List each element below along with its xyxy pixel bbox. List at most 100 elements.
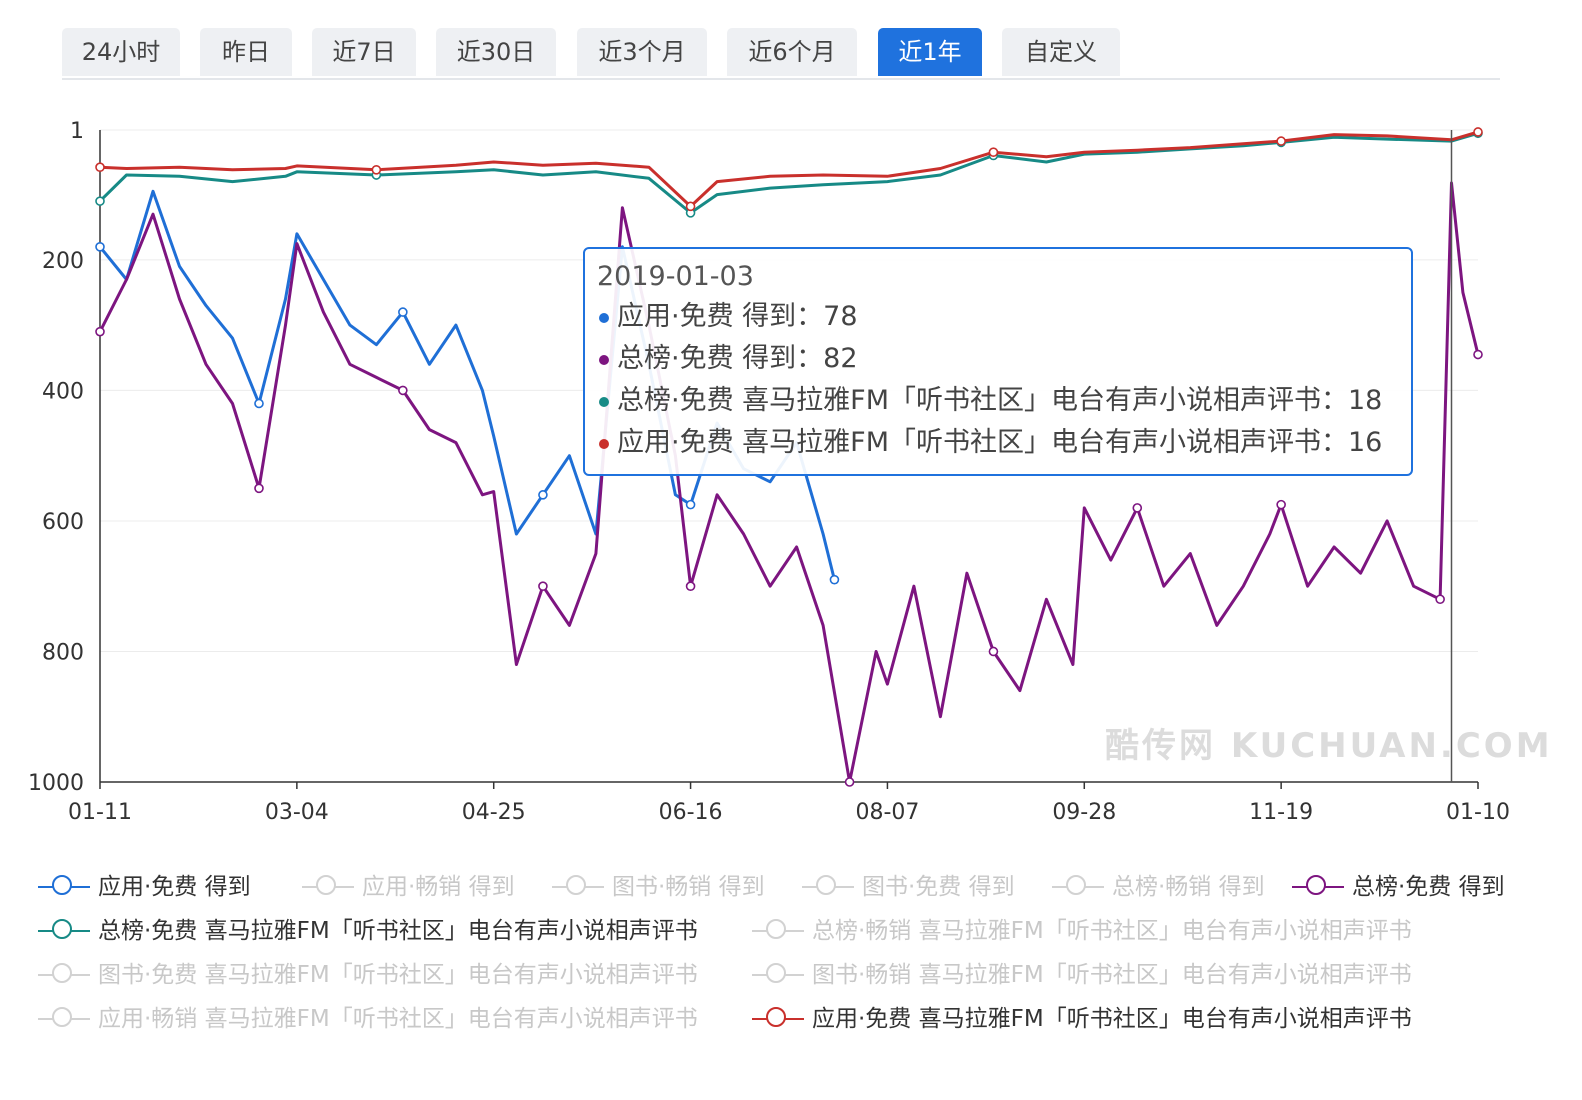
- y-tick-label: 1000: [28, 771, 84, 796]
- legend-label: 总榜·免费 喜马拉雅FM「听书社区」电台有声小说相声评书: [98, 918, 698, 944]
- x-tick-label: 08-07: [855, 800, 919, 825]
- legend-label: 图书·免费 喜马拉雅FM「听书社区」电台有声小说相声评书: [98, 962, 698, 988]
- series-point: [1276, 136, 1286, 146]
- legend-circle-icon: [1292, 870, 1344, 904]
- series-point: [1435, 594, 1445, 605]
- legend-label: 总榜·免费 得到: [1352, 874, 1505, 900]
- series-point: [1276, 499, 1286, 510]
- series-point: [538, 490, 548, 500]
- series-point: [685, 499, 696, 510]
- y-tick-label: 800: [42, 640, 84, 665]
- legend-label: 图书·畅销 喜马拉雅FM「听书社区」电台有声小说相声评书: [812, 962, 1412, 988]
- rank-trend-chart: 1 200 400 600 800 1000 01-11 03-04 04-25 06-16 08-…: [28, 119, 1510, 825]
- legend-circle-icon: [552, 870, 604, 904]
- time-range-tabs: 24小时 昨日 近7日 近30日 近3个月 近6个月 近1年 自定义: [62, 28, 1500, 80]
- tab-3[interactable]: 近30日: [436, 28, 556, 76]
- series-point: [685, 201, 696, 212]
- series-line-1: [98, 181, 1480, 784]
- watermark: 酷传网 KUCHUAN.COM: [1105, 726, 1553, 766]
- axes: 1 200 400 600 800 1000 01-11 03-04 04-25 06-16 08-…: [28, 119, 1510, 825]
- tab-6[interactable]: 近1年: [878, 28, 982, 76]
- tooltip-row-label: 应用·免费 得到：78: [617, 301, 858, 332]
- legend-label: 图书·免费 得到: [862, 874, 1015, 900]
- tab-2[interactable]: 近7日: [312, 28, 416, 76]
- x-tick-label: 04-25: [462, 800, 526, 825]
- legend-item[interactable]: 图书·畅销 喜马拉雅FM「听书社区」电台有声小说相声评书: [752, 958, 1412, 992]
- series-dot-icon: [599, 354, 609, 365]
- tab-7[interactable]: 自定义: [1002, 28, 1120, 76]
- x-tick-label: 03-04: [265, 800, 329, 825]
- tab-0[interactable]: 24小时: [62, 28, 180, 76]
- legend-circle-icon: [802, 870, 854, 904]
- legend-circle-icon: [38, 1002, 90, 1036]
- legend-circle-icon: [302, 870, 354, 904]
- tab-5[interactable]: 近6个月: [727, 28, 857, 76]
- tooltip-row-label: 总榜·免费 得到：82: [617, 343, 858, 374]
- series-line-3: [99, 130, 1479, 208]
- series-line-2: [98, 131, 1479, 215]
- series-point: [398, 307, 408, 317]
- legend-label: 应用·免费 喜马拉雅FM「听书社区」电台有声小说相声评书: [812, 1006, 1412, 1032]
- legend-item[interactable]: 应用·畅销 得到: [302, 870, 515, 904]
- x-tick-label: 01-10: [1446, 800, 1510, 825]
- series-point: [371, 165, 382, 175]
- series-point: [254, 483, 264, 494]
- legend-item[interactable]: 应用·免费 得到: [38, 870, 251, 904]
- legend-item[interactable]: 总榜·免费 喜马拉雅FM「听书社区」电台有声小说相声评书: [38, 914, 698, 948]
- x-tick-label: 01-11: [68, 800, 132, 825]
- legend-label: 应用·畅销 喜马拉雅FM「听书社区」电台有声小说相声评书: [98, 1006, 698, 1032]
- series-dot-icon: [599, 396, 609, 407]
- y-tick-label: 600: [42, 510, 84, 535]
- tooltip-row-label: 应用·免费 喜马拉雅FM「听书社区」电台有声小说相声评书：16: [617, 427, 1383, 458]
- legend-circle-icon: [752, 914, 804, 948]
- legend-circle-icon: [38, 958, 90, 992]
- x-tick-label: 11-19: [1249, 800, 1313, 825]
- legend-item[interactable]: 应用·畅销 喜马拉雅FM「听书社区」电台有声小说相声评书: [38, 1002, 698, 1036]
- series-point: [988, 646, 999, 657]
- series-point: [1473, 127, 1483, 137]
- series-point: [95, 326, 105, 337]
- series-point: [685, 581, 696, 592]
- x-tick-label: 06-16: [659, 800, 723, 825]
- series-point: [988, 147, 999, 157]
- legend-item[interactable]: 总榜·畅销 喜马拉雅FM「听书社区」电台有声小说相声评书: [752, 914, 1412, 948]
- series-point: [1132, 503, 1143, 513]
- legend-item[interactable]: 图书·免费 得到: [802, 870, 1015, 904]
- x-tick-label: 09-28: [1052, 800, 1116, 825]
- tab-4[interactable]: 近3个月: [577, 28, 707, 76]
- tooltip: 2019-01-03 应用·免费 得到：78 总榜·免费 得到：82 总榜·免费 喜…: [583, 247, 1413, 476]
- tooltip-row-label: 总榜·免费 喜马拉雅FM「听书社区」电台有声小说相声评书：18: [617, 385, 1383, 416]
- legend-label: 应用·畅销 得到: [362, 874, 515, 900]
- tooltip-row: 总榜·免费 得到：82: [597, 338, 1399, 380]
- y-tick-label: 1: [70, 119, 84, 144]
- series-point: [538, 581, 548, 592]
- legend-label: 总榜·畅销 喜马拉雅FM「听书社区」电台有声小说相声评书: [812, 918, 1412, 944]
- series-point: [95, 242, 105, 252]
- tooltip-row: 应用·免费 得到：78: [597, 296, 1399, 338]
- series-point: [844, 777, 855, 787]
- tooltip-date: 2019-01-03: [597, 261, 754, 292]
- series-dot-icon: [599, 312, 609, 323]
- legend-item[interactable]: 总榜·免费 得到: [1292, 870, 1505, 904]
- legend-item[interactable]: 应用·免费 喜马拉雅FM「听书社区」电台有声小说相声评书: [752, 1002, 1412, 1036]
- legend-circle-icon: [752, 958, 804, 992]
- legend-circle-icon: [752, 1002, 804, 1036]
- legend-label: 应用·免费 得到: [98, 874, 251, 900]
- tooltip-row: 应用·免费 喜马拉雅FM「听书社区」电台有声小说相声评书：16: [597, 422, 1399, 464]
- legend-label: 图书·畅销 得到: [612, 874, 765, 900]
- y-tick-label: 400: [42, 379, 84, 404]
- legend-circle-icon: [38, 914, 90, 948]
- series-point: [95, 162, 105, 173]
- series-point: [1473, 349, 1483, 360]
- legend-item[interactable]: 图书·免费 喜马拉雅FM「听书社区」电台有声小说相声评书: [38, 958, 698, 992]
- legend-item[interactable]: 总榜·畅销 得到: [1052, 870, 1265, 904]
- series-point: [829, 574, 840, 585]
- series-lines: [95, 127, 1483, 787]
- tab-1[interactable]: 昨日: [200, 28, 292, 76]
- legend-circle-icon: [38, 870, 90, 904]
- legend-item[interactable]: 图书·畅销 得到: [552, 870, 765, 904]
- series-point: [398, 385, 408, 396]
- series-point: [254, 398, 264, 409]
- legend-label: 总榜·畅销 得到: [1112, 874, 1265, 900]
- series-dot-icon: [599, 438, 609, 449]
